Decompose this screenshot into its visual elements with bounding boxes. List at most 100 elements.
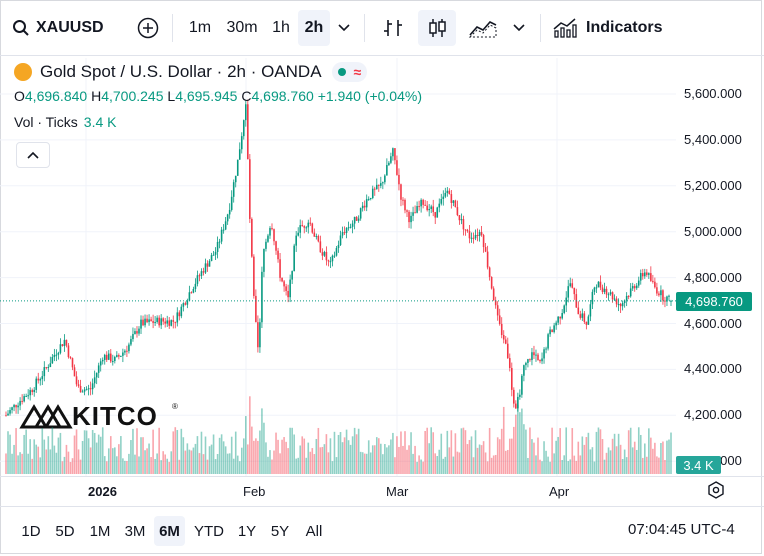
candle-body: [388, 162, 390, 165]
volume-bar: [37, 446, 40, 474]
volume-bar: [180, 428, 183, 474]
candle-body: [436, 207, 439, 218]
candle-body: [603, 288, 606, 293]
timeframe-label: 30m: [226, 19, 258, 36]
timezone-clock[interactable]: 07:04:45 UTC-4: [628, 521, 735, 538]
timeframe-1m-button[interactable]: 1m: [183, 10, 217, 46]
candle-body: [627, 295, 630, 297]
candle-body: [105, 354, 108, 360]
volume-legend[interactable]: Vol · Ticks 3.4 K: [14, 114, 117, 130]
volume-bar: [128, 453, 130, 474]
market-status-badges[interactable]: ≈: [331, 62, 368, 82]
candle-body: [422, 199, 424, 205]
candle-body: [99, 361, 102, 366]
range-5y-button[interactable]: 5Y: [270, 522, 290, 540]
volume-bar: [53, 445, 56, 474]
volume-bar: [367, 440, 370, 474]
candle-body: [593, 287, 596, 292]
volume-value: 3.4 K: [83, 114, 117, 130]
candle-body: [200, 271, 203, 276]
candle-body: [426, 205, 428, 211]
candle-body: [539, 360, 541, 362]
volume-bar: [406, 449, 408, 474]
volume-bar: [357, 428, 360, 474]
candle-body: [644, 272, 646, 277]
volume-bar: [25, 429, 27, 474]
timeframe-1h-button[interactable]: 1h: [266, 10, 296, 46]
volume-bar: [654, 442, 656, 474]
volume-bar: [601, 439, 604, 474]
candle-body: [253, 256, 255, 296]
volume-bar: [365, 453, 368, 474]
candle-body: [386, 164, 388, 176]
volume-bar: [351, 436, 354, 474]
volume-bar: [650, 437, 652, 474]
candle-body: [365, 199, 368, 208]
candle-body: [220, 229, 223, 242]
volume-bar: [420, 459, 422, 474]
volume-bar: [559, 428, 561, 474]
bars-style-button[interactable]: [376, 10, 410, 46]
chevron-down-icon: [338, 24, 350, 32]
candles-style-button[interactable]: [418, 10, 456, 46]
volume-bar: [333, 431, 336, 474]
volume-bar: [29, 439, 31, 474]
volume-bar: [198, 453, 201, 474]
range-5d-button[interactable]: 5D: [55, 522, 75, 540]
indicators-button[interactable]: Indicators: [552, 10, 670, 46]
candle-body: [639, 273, 642, 281]
chart-style-dropdown[interactable]: [507, 10, 531, 46]
candle-body: [118, 355, 120, 357]
chart-settings-button[interactable]: [707, 481, 725, 504]
candle-body: [553, 325, 555, 333]
range-6m-button[interactable]: 6M: [154, 516, 185, 546]
candle-body: [17, 405, 19, 408]
footer-divider: [0, 506, 764, 507]
volume-bar: [652, 448, 654, 474]
chevron-up-icon: [27, 151, 39, 159]
compare-add-button[interactable]: [132, 10, 164, 46]
chart-legend-title[interactable]: Gold Spot / U.S. Dollar · 2h · OANDA ≈: [14, 60, 368, 84]
range-1d-button[interactable]: 1D: [21, 522, 41, 540]
volume-bar: [178, 459, 181, 474]
candle-body: [545, 348, 547, 350]
volume-bar: [392, 432, 394, 474]
volume-bar: [188, 449, 191, 474]
candle-body: [293, 245, 295, 272]
volume-bar: [67, 451, 70, 474]
candle-body: [87, 388, 90, 390]
candle-body: [631, 286, 634, 289]
timeframe-2h-button[interactable]: 2h: [298, 10, 330, 46]
market-open-dot-icon: [337, 68, 346, 76]
timeframe-30m-button[interactable]: 30m: [222, 10, 262, 46]
candle-body: [613, 298, 616, 300]
volume-bar: [7, 431, 9, 474]
range-ytd-button[interactable]: YTD: [194, 522, 224, 540]
timeframe-dropdown[interactable]: [332, 10, 356, 46]
volume-bar: [446, 430, 449, 474]
range-all-button[interactable]: All: [305, 522, 323, 540]
volume-bar: [424, 430, 426, 474]
candle-body: [285, 286, 287, 291]
candle-body: [168, 320, 171, 326]
volume-bar: [486, 461, 489, 474]
candle-body: [206, 263, 209, 267]
candle-body: [279, 259, 281, 278]
timeframe-label: 1h: [272, 19, 290, 36]
candle-body: [156, 317, 158, 322]
range-1y-button[interactable]: 1Y: [237, 522, 257, 540]
candle-body: [232, 182, 235, 197]
candle-body: [591, 291, 594, 305]
range-1m-button[interactable]: 1M: [89, 522, 111, 540]
symbol-search[interactable]: XAUUSD: [12, 10, 127, 46]
collapse-legend-button[interactable]: [16, 142, 50, 168]
range-3m-button[interactable]: 3M: [124, 522, 146, 540]
volume-bar: [517, 405, 519, 474]
candle-body: [234, 175, 237, 183]
area-style-button[interactable]: [464, 10, 502, 46]
volume-bar: [343, 437, 346, 474]
volume-bar: [537, 437, 539, 474]
candle-body: [257, 322, 259, 348]
